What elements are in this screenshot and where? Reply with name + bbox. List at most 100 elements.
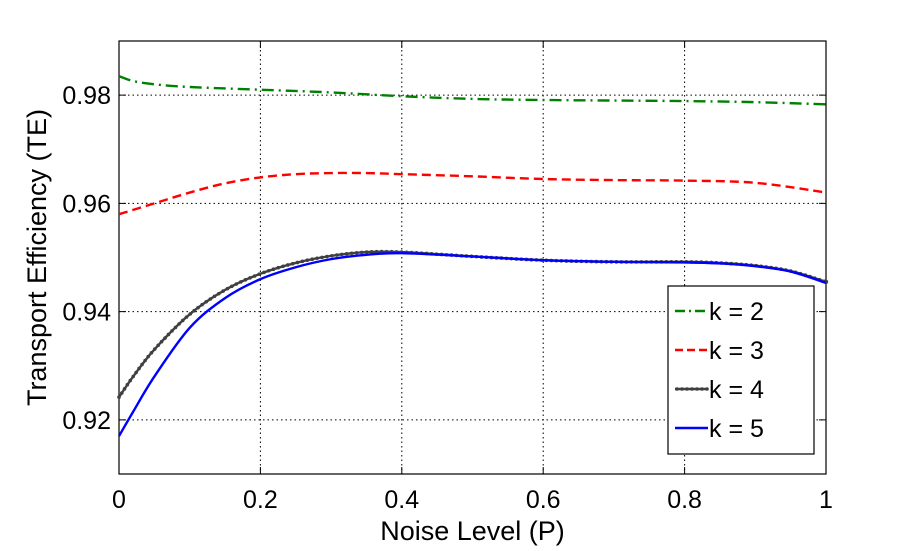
series-marker bbox=[349, 251, 354, 256]
series-marker bbox=[131, 374, 135, 379]
series-marker bbox=[204, 299, 208, 304]
legend-box bbox=[667, 285, 815, 455]
series-marker bbox=[374, 249, 379, 254]
legend: k = 2 k = 3 k = 4 k = 5 bbox=[667, 285, 815, 455]
series-marker bbox=[369, 250, 374, 254]
legend-label: k = 5 bbox=[709, 415, 764, 443]
series-marker bbox=[128, 378, 133, 383]
legend-item-4: k = 5 bbox=[675, 415, 764, 443]
y-axis-label: Transport Efficiency (TE) bbox=[22, 109, 52, 406]
series-marker bbox=[166, 332, 171, 337]
series-marker bbox=[200, 302, 204, 307]
series-marker bbox=[192, 308, 196, 313]
legend-item-3: k = 4 bbox=[675, 376, 764, 404]
series-marker bbox=[281, 264, 285, 269]
x-tick-label: 0.6 bbox=[526, 486, 561, 514]
x-tick-label: 0 bbox=[112, 486, 126, 514]
series-marker bbox=[334, 253, 339, 257]
series-marker bbox=[137, 366, 141, 371]
series-marker bbox=[243, 278, 248, 282]
series-marker bbox=[134, 370, 138, 375]
x-axis-label: Noise Level (P) bbox=[380, 516, 565, 546]
series-marker bbox=[266, 268, 271, 273]
x-tick-label: 1 bbox=[819, 486, 833, 514]
series-marker bbox=[188, 312, 193, 316]
series-marker bbox=[271, 267, 276, 271]
series-marker bbox=[216, 291, 221, 296]
legend-marker bbox=[685, 387, 689, 391]
series-marker bbox=[344, 251, 349, 256]
series-marker bbox=[146, 354, 151, 359]
y-tick-label: 0.94 bbox=[62, 299, 111, 327]
series-marker bbox=[300, 259, 305, 264]
series-marker bbox=[208, 297, 213, 301]
series-marker bbox=[152, 347, 157, 351]
series-marker bbox=[119, 391, 124, 395]
series-line-2 bbox=[118, 171, 827, 216]
series-marker bbox=[234, 282, 239, 286]
legend-label: k = 4 bbox=[709, 376, 764, 404]
series-marker bbox=[315, 256, 319, 261]
series-marker bbox=[196, 305, 200, 310]
series-marker bbox=[252, 274, 257, 278]
y-tick-label: 0.92 bbox=[62, 407, 111, 435]
series-2 bbox=[118, 171, 827, 216]
series-marker bbox=[125, 382, 130, 387]
legend-marker bbox=[690, 387, 694, 391]
series-marker bbox=[286, 263, 290, 267]
series-marker bbox=[184, 315, 189, 319]
legend-label: k = 3 bbox=[709, 337, 764, 365]
legend-label: k = 2 bbox=[709, 298, 764, 326]
legend-marker bbox=[705, 387, 709, 391]
y-tick-label: 0.98 bbox=[62, 82, 111, 110]
series-marker bbox=[122, 387, 127, 391]
axis-ticks: 0 0.2 0.4 0.6 0.8 1 0.92 0.94 0.96 0.98 bbox=[62, 41, 833, 514]
series-lines bbox=[117, 75, 829, 437]
series-marker bbox=[310, 257, 314, 262]
series-4 bbox=[117, 251, 827, 437]
series-marker bbox=[173, 325, 178, 330]
series-marker bbox=[364, 250, 369, 254]
series-marker bbox=[320, 255, 324, 260]
legend-marker bbox=[675, 387, 679, 391]
series-marker bbox=[276, 265, 281, 270]
series-marker bbox=[295, 260, 300, 265]
series-marker bbox=[225, 286, 230, 291]
y-tick-label: 0.96 bbox=[62, 190, 111, 218]
series-marker bbox=[330, 253, 334, 258]
series-1 bbox=[118, 75, 827, 106]
series-marker bbox=[230, 284, 234, 289]
series-marker bbox=[149, 350, 154, 355]
series-marker bbox=[170, 329, 174, 333]
series-marker bbox=[143, 358, 147, 363]
grid bbox=[119, 41, 826, 474]
series-line-4 bbox=[117, 251, 827, 437]
x-tick-label: 0.2 bbox=[243, 486, 278, 514]
legend-marker bbox=[700, 387, 704, 391]
plot-frame bbox=[118, 40, 827, 475]
series-marker bbox=[248, 276, 252, 280]
series-marker bbox=[117, 395, 121, 399]
series-marker bbox=[221, 289, 225, 293]
series-marker bbox=[156, 343, 160, 348]
series-marker bbox=[239, 280, 243, 284]
series-marker bbox=[325, 254, 329, 259]
legend-marker bbox=[695, 387, 699, 391]
series-marker bbox=[290, 261, 295, 266]
series-marker bbox=[177, 322, 181, 326]
legend-item-1: k = 2 bbox=[675, 298, 764, 326]
series-marker bbox=[140, 362, 144, 367]
series-marker bbox=[262, 270, 266, 275]
series-marker bbox=[180, 318, 185, 323]
series-marker bbox=[212, 294, 217, 299]
series-marker bbox=[339, 252, 344, 257]
legend-marker bbox=[680, 387, 684, 391]
x-tick-label: 0.8 bbox=[667, 486, 702, 514]
series-marker bbox=[159, 339, 164, 344]
series-marker bbox=[354, 250, 359, 255]
series-marker bbox=[305, 258, 310, 263]
series-marker bbox=[257, 272, 262, 276]
legend-item-2: k = 3 bbox=[675, 337, 764, 365]
